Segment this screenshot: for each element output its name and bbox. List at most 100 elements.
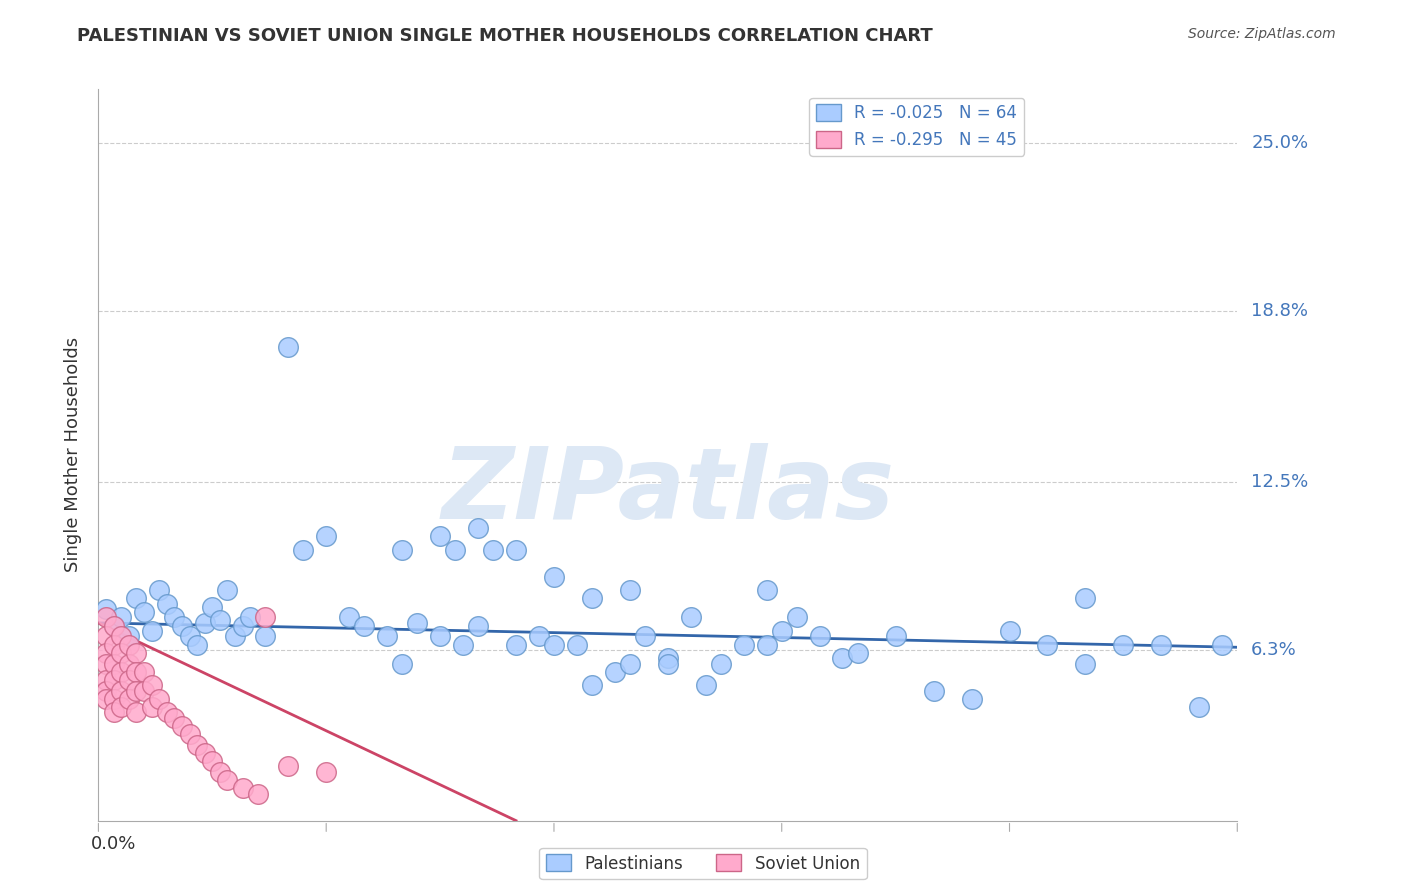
Point (163, 711, 186, 725)
Point (217, 583, 239, 598)
Point (118, 629, 141, 643)
Point (125, 665, 148, 679)
Point (132, 665, 155, 679)
Point (110, 610, 132, 624)
Point (103, 638, 125, 652)
Text: 12.5%: 12.5% (1251, 473, 1309, 491)
Point (103, 706, 125, 720)
Point (94, 602, 117, 616)
Point (1074, 591, 1097, 606)
Point (467, 521, 489, 535)
Point (118, 657, 141, 671)
Point (103, 618, 125, 632)
Point (1074, 657, 1097, 671)
Point (292, 542, 315, 557)
Point (1150, 638, 1173, 652)
Point (429, 629, 451, 643)
Point (208, 764, 231, 779)
Point (179, 727, 201, 741)
Point (619, 657, 641, 671)
Point (543, 570, 565, 584)
Text: 0.0%: 0.0% (91, 835, 136, 854)
Point (808, 629, 831, 643)
Point (118, 638, 141, 652)
Point (277, 759, 299, 773)
Point (710, 657, 733, 671)
Point (94, 646, 117, 660)
Point (186, 638, 208, 652)
Point (170, 719, 193, 733)
Point (94, 657, 117, 671)
Point (527, 629, 550, 643)
Point (94, 683, 117, 698)
Text: 6.3%: 6.3% (1251, 641, 1296, 659)
Point (429, 529, 451, 543)
Point (1036, 638, 1059, 652)
Point (217, 772, 239, 787)
Point (482, 542, 505, 557)
Point (634, 629, 657, 643)
Point (156, 597, 179, 611)
Point (201, 599, 224, 614)
Point (960, 691, 983, 706)
Point (179, 629, 201, 643)
Point (125, 646, 148, 660)
Point (232, 781, 254, 796)
Point (239, 610, 262, 624)
Point (679, 610, 702, 624)
Point (110, 665, 132, 679)
Point (505, 638, 527, 652)
Point (391, 657, 413, 671)
Point (565, 638, 588, 652)
Text: ZIPatlas: ZIPatlas (441, 443, 894, 540)
Point (619, 583, 641, 598)
Point (94, 610, 117, 624)
Point (103, 691, 125, 706)
Point (505, 542, 527, 557)
Text: Source: ZipAtlas.com: Source: ZipAtlas.com (1188, 27, 1336, 41)
Point (94, 673, 117, 687)
Point (254, 610, 277, 624)
Point (94, 629, 117, 643)
Point (232, 618, 254, 632)
Point (103, 673, 125, 687)
Point (110, 629, 132, 643)
Point (1188, 699, 1211, 714)
Point (451, 638, 474, 652)
Point (467, 618, 489, 632)
Point (163, 610, 186, 624)
Point (118, 691, 141, 706)
Point (695, 678, 717, 692)
Point (110, 646, 132, 660)
Point (444, 542, 467, 557)
Point (770, 624, 793, 638)
Point (733, 638, 755, 652)
Point (148, 691, 170, 706)
Point (603, 665, 626, 679)
Point (125, 706, 148, 720)
Text: PALESTINIAN VS SOVIET UNION SINGLE MOTHER HOUSEHOLDS CORRELATION CHART: PALESTINIAN VS SOVIET UNION SINGLE MOTHE… (77, 27, 934, 45)
Point (194, 746, 217, 760)
Point (846, 646, 869, 660)
Text: 25.0%: 25.0% (1251, 135, 1309, 153)
Point (1112, 638, 1135, 652)
Point (277, 340, 299, 354)
Point (581, 591, 603, 606)
Point (194, 615, 217, 630)
Point (543, 638, 565, 652)
Point (315, 764, 337, 779)
Point (125, 591, 148, 606)
Point (141, 678, 163, 692)
Point (353, 618, 375, 632)
Point (581, 678, 603, 692)
Point (110, 683, 132, 698)
Point (141, 699, 163, 714)
Point (755, 638, 778, 652)
Point (132, 683, 155, 698)
Point (657, 657, 679, 671)
Point (657, 651, 679, 665)
Point (201, 754, 224, 768)
Y-axis label: Single Mother Households: Single Mother Households (63, 337, 82, 573)
Point (337, 610, 360, 624)
Point (224, 629, 246, 643)
